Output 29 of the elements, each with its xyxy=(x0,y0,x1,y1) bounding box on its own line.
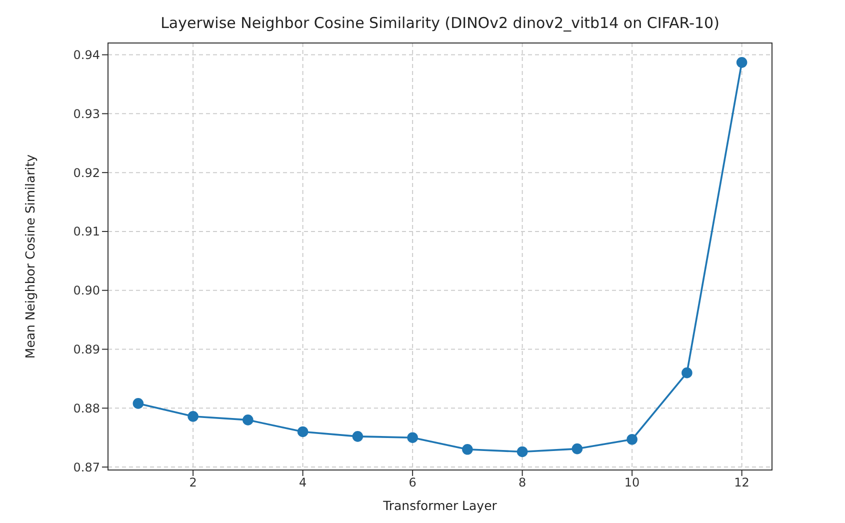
point xyxy=(626,434,638,445)
point xyxy=(516,446,528,458)
x-axis-title: Transformer Layer xyxy=(382,498,498,513)
y-tick-label: 0.89 xyxy=(73,342,100,357)
point xyxy=(297,426,308,438)
x-tick-label: 8 xyxy=(518,476,526,490)
y-tick-label: 0.91 xyxy=(73,224,100,239)
y-tick-label: 0.94 xyxy=(73,48,100,62)
x-tick-label: 2 xyxy=(189,476,197,490)
y-tick-label: 0.92 xyxy=(73,166,100,180)
y-axis-title: Mean Neighbor Cosine Similarity xyxy=(22,154,38,359)
y-tick-label: 0.87 xyxy=(73,460,100,474)
x-tick-label: 6 xyxy=(408,476,416,490)
point xyxy=(462,444,473,455)
y-tick-label: 0.88 xyxy=(73,401,100,416)
point xyxy=(242,414,254,426)
y-tick-label: 0.90 xyxy=(73,284,100,298)
x-tick-label: 4 xyxy=(298,476,307,490)
point xyxy=(188,411,198,422)
chart-title: Layerwise Neighbor Cosine Similarity (DINOv2 dinov2_vitb14 on CIFAR-10) xyxy=(160,14,720,32)
point xyxy=(572,443,583,454)
y-tick-label: 0.93 xyxy=(73,106,100,121)
x-tick-label: 10 xyxy=(624,476,640,490)
point xyxy=(407,432,418,444)
point xyxy=(682,367,692,378)
point xyxy=(132,398,144,409)
point xyxy=(736,57,748,68)
point xyxy=(352,431,364,442)
x-tick-label: 12 xyxy=(734,476,750,490)
